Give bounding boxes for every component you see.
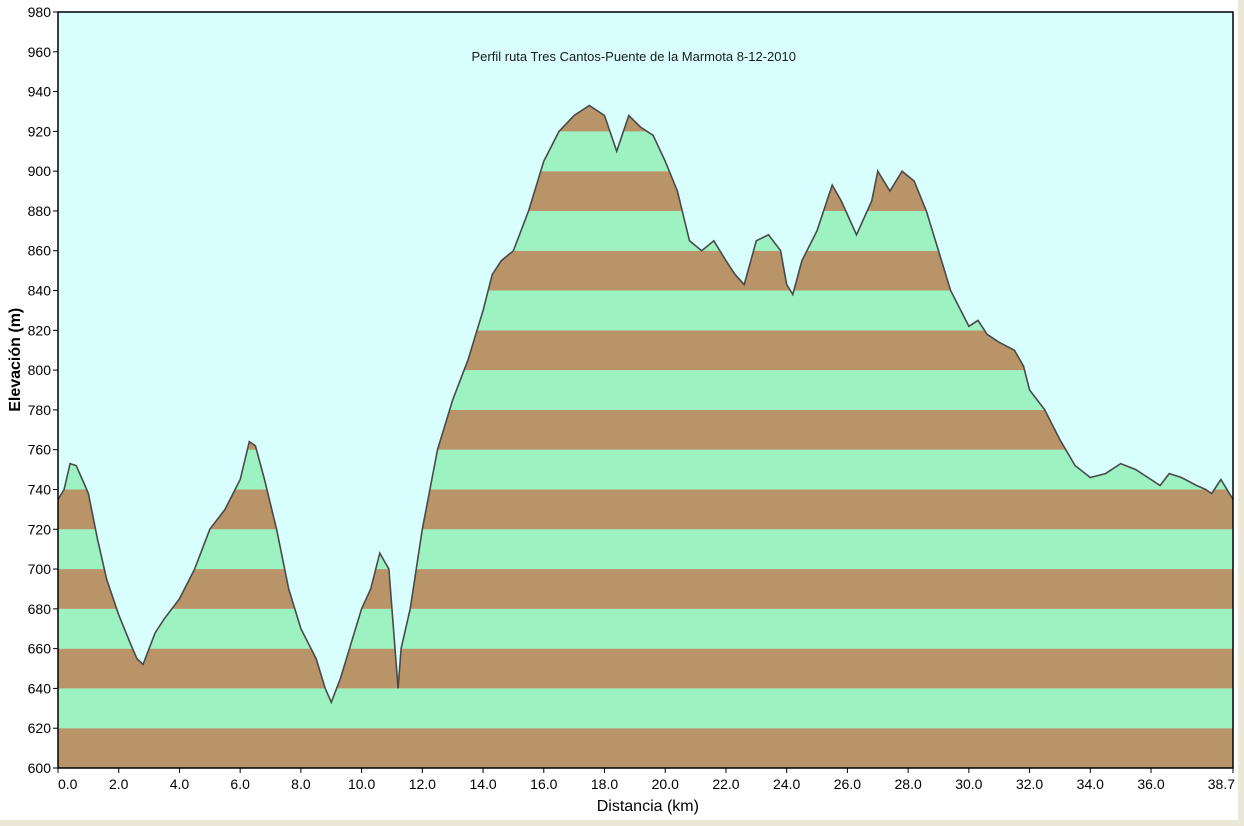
- x-tick-label: 0.0: [58, 776, 78, 792]
- x-tick-label: 8.0: [291, 776, 311, 792]
- y-axis-label: Elevación (m): [7, 308, 24, 412]
- x-tick-label: 4.0: [170, 776, 190, 792]
- elevation-band: [58, 648, 1233, 689]
- y-tick-label: 800: [28, 362, 52, 378]
- elevation-band: [58, 529, 1233, 570]
- x-axis: 0.0 2.0 4.0 6.0 8.0 10.0 12.0 14.0 16.0 18.0 20.0 2…: [57, 768, 1235, 792]
- y-tick-label: 940: [28, 84, 52, 100]
- y-tick-label: 680: [28, 601, 52, 617]
- y-tick-label: 620: [28, 720, 52, 736]
- plot-border: [57, 11, 1234, 769]
- x-tick-label: 16.0: [530, 776, 557, 792]
- x-tick-label: 24.0: [773, 776, 800, 792]
- x-tick-label: 34.0: [1077, 776, 1104, 792]
- y-tick-label: 720: [28, 521, 52, 537]
- x-axis-label: Distancia (km): [597, 798, 699, 815]
- x-tick-label: 38.7: [1208, 776, 1235, 792]
- y-tick-label: 740: [28, 481, 52, 497]
- y-tick-label: 780: [28, 402, 52, 418]
- x-tick-label: 12.0: [409, 776, 436, 792]
- x-tick-label: 2.0: [109, 776, 129, 792]
- y-tick-label: 820: [28, 322, 52, 338]
- x-tick-label: 20.0: [652, 776, 679, 792]
- y-tick-label: 860: [28, 243, 52, 259]
- x-tick-label: 14.0: [469, 776, 496, 792]
- y-tick-label: 600: [28, 760, 52, 776]
- y-tick-label: 920: [28, 123, 52, 139]
- y-tick-label: 980: [28, 4, 52, 20]
- elevation-band: [58, 608, 1233, 649]
- y-tick-label: 700: [28, 561, 52, 577]
- y-tick-label: 640: [28, 680, 52, 696]
- chart-title: Perfil ruta Tres Cantos-Puente de la Mar…: [472, 49, 796, 64]
- y-tick-label: 760: [28, 442, 52, 458]
- elevation-band: [58, 489, 1233, 530]
- sky-mask: [58, 12, 1233, 703]
- x-tick-label: 6.0: [230, 776, 250, 792]
- y-tick-label: 960: [28, 44, 52, 60]
- x-tick-label: 10.0: [348, 776, 375, 792]
- elevation-band: [58, 449, 1233, 490]
- elevation-profile-line: [57, 104, 1234, 705]
- x-tick-label: 32.0: [1016, 776, 1043, 792]
- y-axis: 600 620 640 660 680 700 720 740 760 780 800 820 840 8…: [28, 4, 58, 776]
- x-tick-label: 18.0: [591, 776, 618, 792]
- y-tick-label: 880: [28, 203, 52, 219]
- elevation-band: [58, 728, 1233, 768]
- y-tick-label: 660: [28, 641, 52, 657]
- x-tick-label: 30.0: [955, 776, 982, 792]
- y-tick-label: 900: [28, 163, 52, 179]
- elevation-band: [58, 688, 1233, 729]
- x-tick-label: 36.0: [1137, 776, 1164, 792]
- y-tick-label: 840: [28, 283, 52, 299]
- x-tick-label: 26.0: [834, 776, 861, 792]
- x-tick-label: 28.0: [895, 776, 922, 792]
- x-tick-label: 22.0: [712, 776, 739, 792]
- elevation-band: [58, 569, 1233, 609]
